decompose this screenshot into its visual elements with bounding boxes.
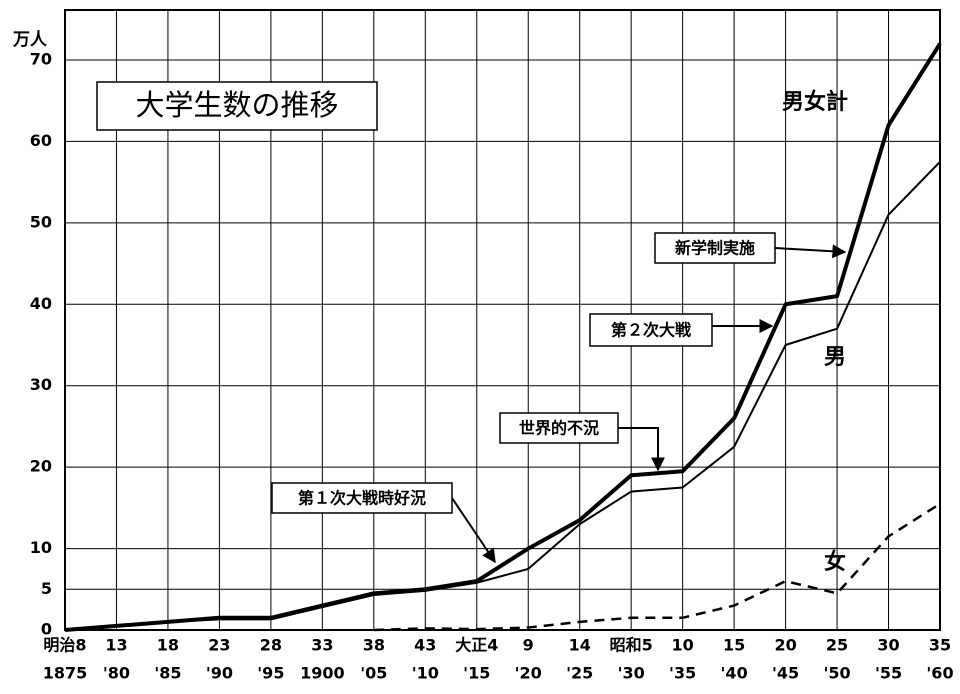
y-tick-label: 50 (30, 212, 52, 231)
x-tick-year: 1900 (300, 664, 345, 683)
annotation-box (271, 482, 453, 514)
x-tick-label: 昭和5 (610, 636, 653, 655)
x-tick-label: 33 (311, 636, 333, 655)
x-tick-year: '50 (823, 664, 850, 683)
chart-title: 大学生数の推移 (135, 88, 338, 122)
x-tick-label: 43 (414, 636, 436, 655)
x-tick-label: 38 (363, 636, 385, 655)
annotation: 世界的不況 (519, 419, 599, 438)
annotation-box (654, 232, 776, 264)
series-label: 男女計 (782, 89, 848, 115)
x-tick-year: 1875 (43, 664, 88, 683)
x-tick-label: 15 (723, 636, 745, 655)
y-tick-label: 70 (30, 50, 52, 69)
annotation-box (499, 412, 619, 444)
x-tick-label: 9 (523, 636, 534, 655)
x-tick-label: 14 (569, 636, 591, 655)
annotation: 新学制実施 (675, 239, 755, 258)
x-tick-label: 18 (157, 636, 179, 655)
x-tick-label: 大正4 (455, 636, 498, 655)
annotation-box (589, 313, 713, 347)
lines (64, 42, 942, 632)
annotation: 第２次大戦 (611, 321, 692, 340)
annotation: 第１次大戦時好況 (298, 489, 426, 508)
series-label: 女 (824, 549, 846, 575)
x-tick-year: '95 (257, 664, 284, 683)
y-tick-label: 30 (30, 375, 52, 394)
x-tick-year: '80 (103, 664, 130, 683)
x-tick-year: '05 (360, 664, 387, 683)
x-tick-year: '90 (206, 664, 233, 683)
arrow (774, 244, 847, 259)
series-line (64, 42, 942, 632)
x-tick-label: 30 (877, 636, 899, 655)
series-label: 男 (824, 345, 846, 370)
x-tick-label: 10 (672, 636, 694, 655)
arrow (451, 497, 496, 564)
y-tick-label: 60 (30, 131, 52, 150)
y-tick-label: 0 (41, 620, 52, 639)
x-tick-year: '20 (515, 664, 542, 683)
x-tick-year: '60 (926, 664, 953, 683)
series-line (373, 502, 941, 632)
x-tick-year: '10 (412, 664, 439, 683)
x-tick-label: 13 (105, 636, 127, 655)
x-tick-label: 明治8 (43, 636, 86, 655)
x-tick-year: '15 (463, 664, 490, 683)
x-tick-year: '30 (618, 664, 645, 683)
title-box (96, 81, 378, 131)
x-tick-year: '40 (721, 664, 748, 683)
annotations: 第１次大戦時好況 世界的不況 第２次大戦 新学制実施 (271, 232, 847, 564)
x-tick-year: '85 (154, 664, 181, 683)
y-unit: 万人 (12, 30, 48, 50)
x-tick-year: '35 (669, 664, 696, 683)
x-tick-year: '45 (772, 664, 799, 683)
y-tick-label: 5 (41, 579, 52, 598)
x-tick-label: 20 (774, 636, 796, 655)
y-tick-label: 10 (30, 538, 52, 557)
series-line (64, 161, 941, 631)
x-tick-year: '25 (566, 664, 593, 683)
y-tick-label: 40 (30, 294, 52, 313)
x-tick-label: 23 (208, 636, 230, 655)
arrow (618, 427, 665, 472)
y-tick-label: 20 (30, 457, 52, 476)
x-tick-label: 35 (929, 636, 951, 655)
x-tick-label: 28 (260, 636, 282, 655)
x-tick-year: '55 (875, 664, 902, 683)
x-tick-label: 25 (826, 636, 848, 655)
